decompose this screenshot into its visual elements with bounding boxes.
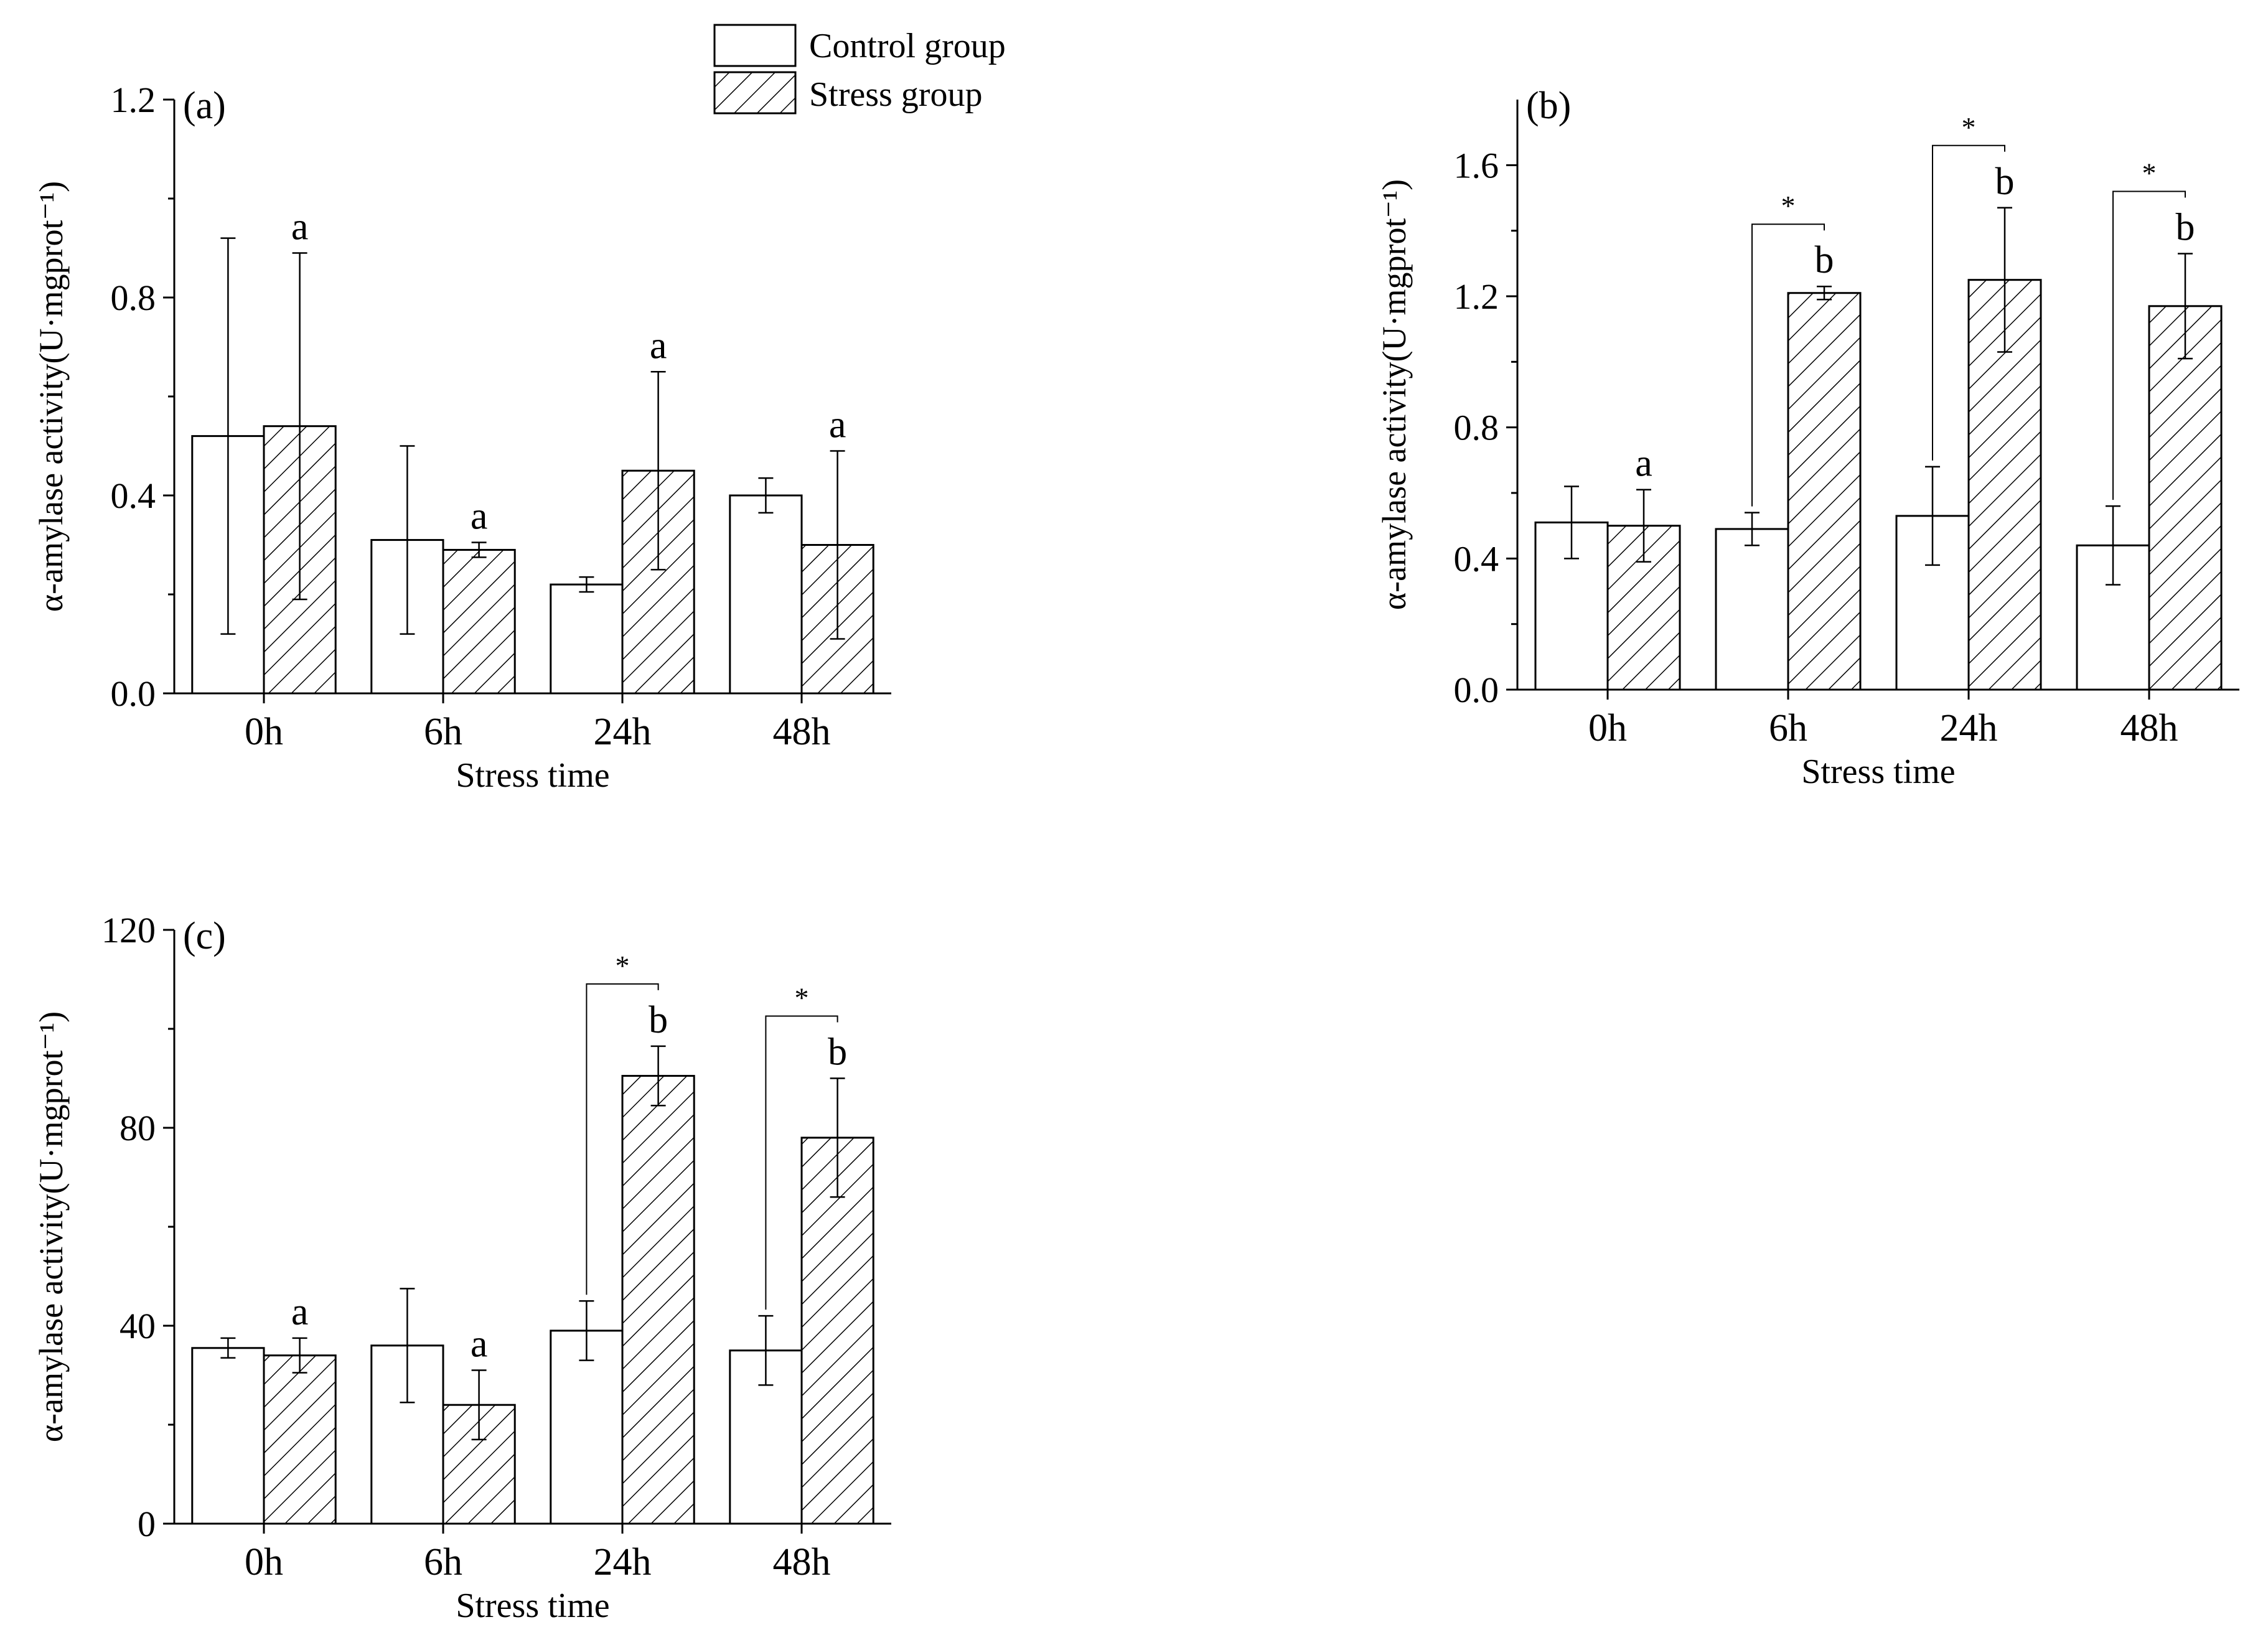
y-axis-title: α-amylase activity(U·mgprot⁻¹) (1375, 179, 1413, 610)
panel-label: (c) (183, 915, 226, 957)
x-tick-label: 48h (773, 1541, 831, 1583)
x-tick-label: 24h (1940, 707, 1998, 749)
significance-letter: b (649, 999, 668, 1041)
bar-stress (621, 1075, 695, 1525)
significance-letter: b (1995, 161, 2015, 203)
significance-letter: b (2176, 207, 2195, 249)
significance-letter: a (829, 403, 846, 446)
significance-letter: a (291, 1291, 309, 1333)
bar-control (191, 1347, 265, 1525)
significance-bracket (765, 1015, 838, 1310)
panel-label: (b) (1526, 85, 1571, 127)
significance-star: * (616, 950, 630, 982)
x-tick-label: 48h (2120, 707, 2178, 749)
significance-star: * (795, 982, 809, 1014)
significance-letter: a (650, 324, 667, 367)
bar-control (729, 494, 803, 695)
y-tick-label: 0.8 (111, 278, 156, 318)
legend-swatch-stress (713, 71, 797, 115)
significance-letter: a (291, 205, 309, 248)
y-tick-label: 0.8 (1454, 408, 1499, 448)
significance-letter: b (828, 1031, 847, 1074)
x-axis-title: Stress time (1801, 752, 1955, 791)
significance-star: * (1962, 111, 1976, 143)
bar-stress (2148, 305, 2223, 691)
chart-panel-b: 0.0 0.4 0.8 1.2 1.6 0h a 6h b * 24h b * 48h b * (b) Stres… (1375, 85, 2239, 791)
significance-letter: b (1815, 239, 1834, 281)
x-tick-label: 24h (594, 711, 652, 753)
y-tick-label: 0.0 (1454, 670, 1499, 710)
y-tick-label: 1.2 (1454, 276, 1499, 317)
bar-stress (442, 548, 516, 695)
y-tick-label: 40 (119, 1306, 156, 1346)
chart-panel-c: 0 40 80 120 0h a 6h a 24h b * 48h b * (c) Stress time α-… (32, 910, 891, 1625)
x-tick-label: 6h (424, 1541, 462, 1583)
x-axis-title: Stress time (456, 756, 609, 795)
x-tick-label: 24h (594, 1541, 652, 1583)
significance-star: * (2142, 157, 2157, 189)
bar-stress (263, 1354, 337, 1525)
x-tick-label: 0h (245, 711, 283, 753)
legend-label-control: Control group (809, 27, 1006, 65)
x-tick-label: 6h (1769, 707, 1807, 749)
bar-stress (800, 1137, 874, 1525)
legend: Control group Stress group (713, 24, 1006, 115)
significance-star: * (1781, 190, 1796, 222)
significance-letter: a (471, 1323, 488, 1366)
x-tick-label: 6h (424, 711, 462, 753)
y-tick-label: 0 (138, 1504, 156, 1544)
x-tick-label: 0h (245, 1541, 283, 1583)
x-tick-label: 48h (773, 711, 831, 753)
y-axis-title: α-amylase activity(U·mgprot⁻¹) (32, 181, 70, 612)
y-tick-label: 80 (119, 1108, 156, 1148)
y-axis-title: α-amylase activity(U·mgprot⁻¹) (32, 1011, 70, 1442)
significance-bracket (2112, 190, 2186, 500)
x-axis-title: Stress time (456, 1587, 609, 1625)
y-tick-label: 0.4 (1454, 538, 1499, 579)
y-tick-label: 1.6 (1454, 145, 1499, 185)
x-tick-label: 0h (1588, 707, 1627, 749)
significance-letter: a (471, 495, 488, 538)
legend-label-stress: Stress group (809, 75, 982, 114)
y-tick-label: 120 (101, 910, 156, 950)
bar-control (1715, 528, 1789, 691)
bar-stress (1787, 292, 1862, 691)
panel-label: (a) (183, 85, 226, 127)
significance-bracket (1932, 144, 2005, 461)
significance-bracket (586, 983, 659, 1295)
significance-bracket (1751, 223, 1825, 507)
significance-letter: a (1635, 443, 1652, 485)
bar-control (550, 583, 624, 695)
chart-panel-a: 0.0 0.4 0.8 1.2 0h a 6h a 24h a 48h a (a) Stress time… (32, 80, 891, 795)
y-tick-label: 0.0 (111, 673, 156, 714)
y-tick-label: 0.4 (111, 476, 156, 516)
legend-swatch-control (713, 24, 797, 67)
y-tick-label: 1.2 (111, 80, 156, 120)
